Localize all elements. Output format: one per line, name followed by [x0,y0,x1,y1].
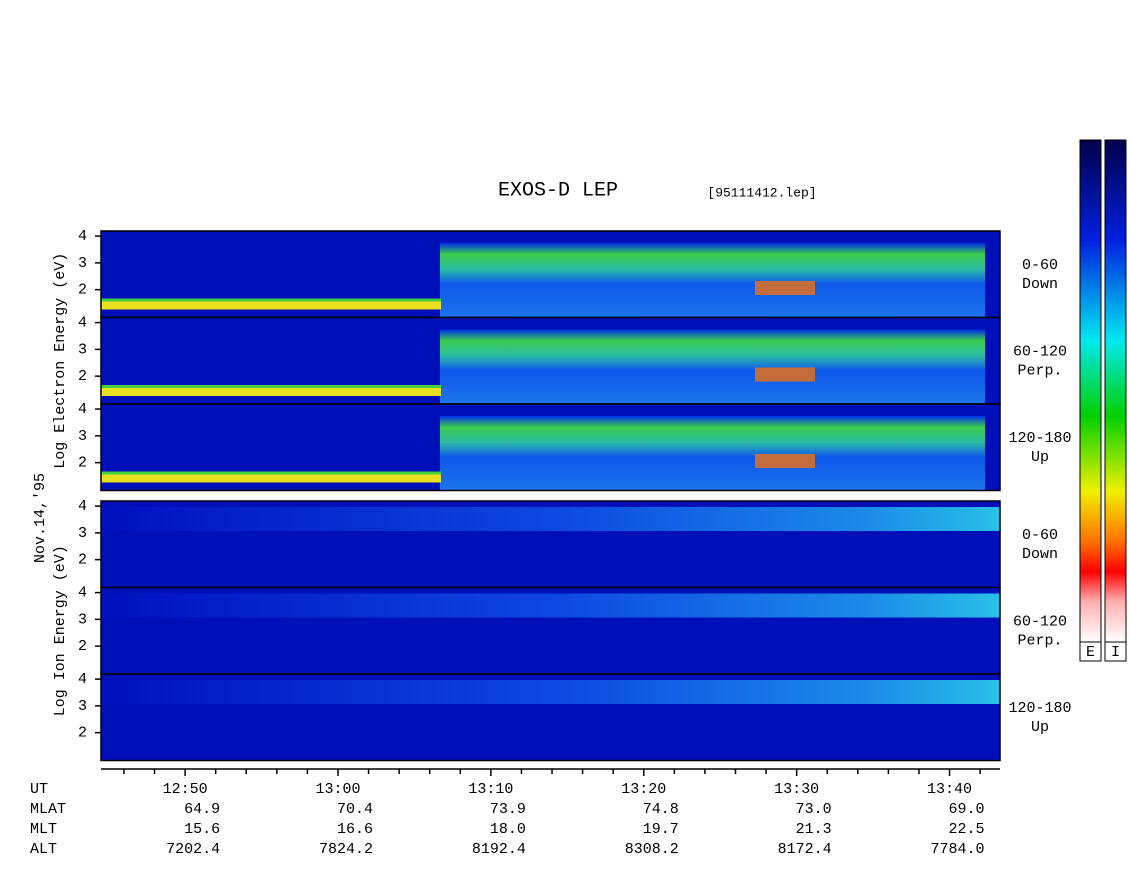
y-tick-label: 4 [78,671,87,688]
x-tick-label: 13:40 [927,781,972,798]
spectrum-band [440,416,985,491]
colorbars [1079,139,1127,662]
ephemeris-value: 16.6 [337,821,373,838]
ephemeris-name: ALT [30,841,57,858]
spectrum-band [101,593,1000,618]
panel-label: Perp. [1017,362,1062,379]
ephemeris-value: 64.9 [184,801,220,818]
ephemeris-name: MLT [30,821,57,838]
spectrum-band [755,454,815,468]
y-tick-label: 3 [78,525,87,542]
ephemeris-value: 19.7 [643,821,679,838]
panel-label: 0-60 [1022,257,1058,274]
ephemeris-name: MLAT [30,801,66,818]
x-tick-label: 13:30 [774,781,819,798]
spectrum-band [101,385,441,388]
y-tick-label: 3 [78,255,87,272]
chart-subtitle: [95111412.lep] [707,185,816,200]
x-axis-label: UT [30,781,48,798]
spectrum-band [101,680,1000,704]
ephemeris-value: 18.0 [490,821,526,838]
x-tick-label: 13:00 [315,781,360,798]
panel-label: Perp. [1017,632,1062,649]
y-tick-label: 2 [78,725,87,742]
spectrum-band [101,507,1000,531]
spectrum-band [755,281,815,295]
ephemeris-value: 7202.4 [166,841,220,858]
y-tick-label: 4 [78,228,87,245]
panel-label: Down [1022,276,1058,293]
x-tick-label: 12:50 [163,781,208,798]
y-tick-label: 3 [78,428,87,445]
ephemeris-value: 15.6 [184,821,220,838]
date-label: Nov.14,'95 [32,473,49,563]
panel-label: Up [1031,719,1049,736]
ephemeris-value: 74.8 [643,801,679,818]
ephemeris-value: 73.0 [796,801,832,818]
colorbar-label-box [1104,641,1127,662]
colorbar-label: I [1111,644,1120,661]
panel-label: Down [1022,546,1058,563]
ephemeris-value: 7824.2 [319,841,373,858]
ephemeris-value: 8308.2 [625,841,679,858]
spectrum-band [101,471,441,475]
y-tick-label: 3 [78,341,87,358]
y-tick-label: 4 [78,585,87,602]
y-axis-label: Log Electron Energy (eV) [52,253,69,469]
y-tick-label: 4 [78,315,87,332]
spectrum-band [101,388,441,396]
ephemeris-value: 73.9 [490,801,526,818]
spectrum-band [440,243,985,318]
y-tick-label: 2 [78,368,87,385]
panel-frame [100,403,1001,492]
colorbar [1079,139,1102,643]
colorbar-label-box [1079,641,1102,662]
panel-label: 120-180 [1008,430,1071,447]
colorbar [1104,139,1127,643]
y-tick-label: 3 [78,698,87,715]
y-tick-label: 2 [78,282,87,299]
ephemeris-value: 69.0 [949,801,985,818]
y-axis-label: Log Ion Energy (eV) [52,545,69,716]
panel-label: 0-60 [1022,527,1058,544]
y-tick-label: 4 [78,498,87,515]
y-tick-label: 3 [78,611,87,628]
y-tick-label: 2 [78,552,87,569]
spectrum-band [755,367,815,382]
x-tick-label: 13:20 [621,781,666,798]
chart-title: EXOS-D LEP [498,179,618,202]
spectrum-band [101,301,441,310]
ephemeris-value: 21.3 [796,821,832,838]
panel-label: Up [1031,449,1049,466]
panel-frame [100,673,1001,762]
ephemeris-value: 8192.4 [472,841,526,858]
ephemeris-value: 7784.0 [931,841,985,858]
colorbar-label: E [1086,644,1095,661]
y-tick-label: 2 [78,638,87,655]
spectrum-band [101,298,441,302]
ephemeris-value: 22.5 [949,821,985,838]
y-tick-label: 2 [78,455,87,472]
ephemeris-value: 70.4 [337,801,373,818]
x-tick-label: 13:10 [468,781,513,798]
spectrum-band [101,474,441,483]
spectrum-band [440,329,985,404]
y-tick-label: 4 [78,401,87,418]
panel-label: 60-120 [1013,613,1067,630]
panel-label: 120-180 [1008,700,1071,717]
ephemeris-value: 8172.4 [778,841,832,858]
panel-label: 60-120 [1013,343,1067,360]
